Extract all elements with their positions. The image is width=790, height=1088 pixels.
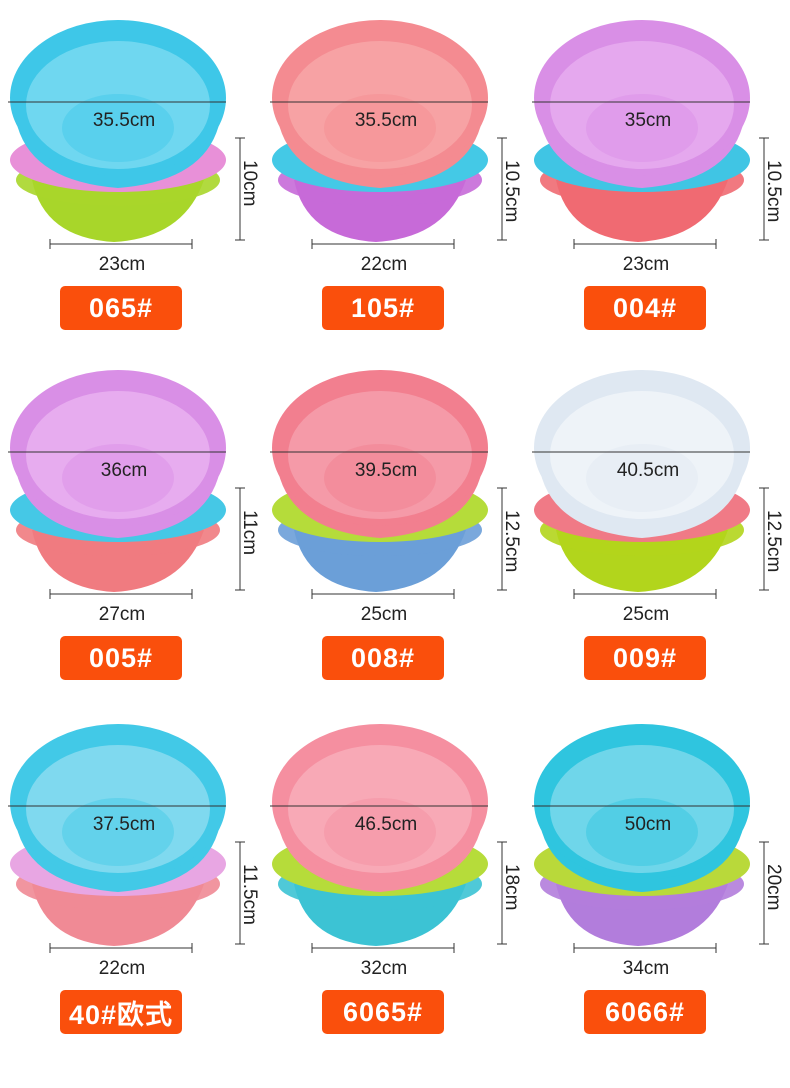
height-label: 11.5cm xyxy=(239,864,260,925)
height-label: 18cm xyxy=(501,864,522,911)
basin-photo xyxy=(8,370,245,599)
model-badge: 005# xyxy=(60,636,182,680)
basin-inner xyxy=(550,391,734,519)
basin-inner xyxy=(26,41,210,169)
diameter-label: 40.5cm xyxy=(616,460,680,481)
base-diameter-label: 22cm xyxy=(98,958,146,979)
basin-inner-floor xyxy=(62,798,174,866)
product-card: 46.5cm 32cm 18cm 6065# xyxy=(266,704,529,1066)
height-label: 10.5cm xyxy=(501,160,522,223)
basin-photo xyxy=(270,20,507,249)
model-badge: 6065# xyxy=(322,990,444,1034)
basin-inner xyxy=(26,745,210,873)
base-diameter-label: 25cm xyxy=(360,604,408,625)
diameter-label: 39.5cm xyxy=(354,460,418,481)
height-label: 11cm xyxy=(239,510,260,556)
basin-photo xyxy=(270,370,507,599)
diameter-label: 37.5cm xyxy=(92,814,156,835)
model-badge: 004# xyxy=(584,286,706,330)
basin-inner xyxy=(550,41,734,169)
basin-inner-floor xyxy=(586,444,698,512)
basin-inner-floor xyxy=(324,94,436,162)
basin-photo xyxy=(532,20,769,249)
model-badge: 008# xyxy=(322,636,444,680)
base-diameter-label: 23cm xyxy=(98,254,146,275)
base-diameter-label: 25cm xyxy=(622,604,670,625)
base-diameter-label: 32cm xyxy=(360,958,408,979)
base-diameter-label: 34cm xyxy=(622,958,670,979)
diameter-label: 35cm xyxy=(624,110,672,131)
basin-photo xyxy=(270,724,507,953)
product-card: 50cm 34cm 20cm 6066# xyxy=(528,704,790,1066)
model-badge: 009# xyxy=(584,636,706,680)
diameter-label: 35.5cm xyxy=(92,110,156,131)
height-label: 12.5cm xyxy=(763,510,784,573)
basin-photo xyxy=(532,724,769,953)
basin-inner xyxy=(550,745,734,873)
basin-photo xyxy=(532,370,769,599)
product-card: 36cm 27cm 11cm 005# xyxy=(4,350,267,712)
basin-inner-floor xyxy=(62,94,174,162)
basin-inner xyxy=(288,41,472,169)
basin-photo xyxy=(8,20,245,249)
base-diameter-label: 27cm xyxy=(98,604,146,625)
height-label: 20cm xyxy=(763,864,784,911)
basin-inner xyxy=(288,745,472,873)
product-card: 39.5cm 25cm 12.5cm 008# xyxy=(266,350,529,712)
model-badge: 6066# xyxy=(584,990,706,1034)
model-badge: 105# xyxy=(322,286,444,330)
product-card: 40.5cm 25cm 12.5cm 009# xyxy=(528,350,790,712)
model-badge: 40#欧式 xyxy=(60,990,182,1034)
basin-inner xyxy=(288,391,472,519)
diameter-label: 46.5cm xyxy=(354,814,418,835)
height-label: 10.5cm xyxy=(763,160,784,223)
basin-inner xyxy=(26,391,210,519)
model-badge: 065# xyxy=(60,286,182,330)
basin-inner-floor xyxy=(324,798,436,866)
product-card: 35cm 23cm 10.5cm 004# xyxy=(528,0,790,362)
product-card: 35.5cm 23cm 10cm 065# xyxy=(4,0,267,362)
base-diameter-label: 22cm xyxy=(360,254,408,275)
product-card: 35.5cm 22cm 10.5cm 105# xyxy=(266,0,529,362)
diameter-label: 36cm xyxy=(100,460,148,481)
basin-inner-floor xyxy=(586,94,698,162)
height-label: 10cm xyxy=(239,160,260,207)
height-label: 12.5cm xyxy=(501,510,522,573)
base-diameter-label: 23cm xyxy=(622,254,670,275)
diameter-label: 50cm xyxy=(624,814,672,835)
basin-photo xyxy=(8,724,245,953)
basin-inner-floor xyxy=(324,444,436,512)
basin-inner-floor xyxy=(62,444,174,512)
diameter-label: 35.5cm xyxy=(354,110,418,131)
basin-inner-floor xyxy=(586,798,698,866)
product-card: 37.5cm 22cm 11.5cm 40#欧式 xyxy=(4,704,267,1066)
